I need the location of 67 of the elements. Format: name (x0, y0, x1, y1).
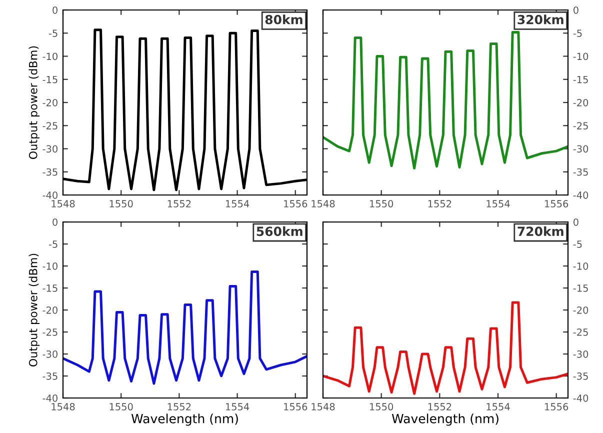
line-series (63, 270, 307, 385)
y2-tick-label: -30 (573, 350, 588, 358)
x-tick-label: 1548 (312, 403, 335, 410)
x-tick-label: 1552 (428, 403, 452, 410)
y-tick-label: -5 (48, 30, 58, 37)
y2-tick-label: -5 (573, 30, 582, 37)
y-tick-label: -30 (42, 145, 58, 153)
y-tick-label: -30 (42, 350, 58, 358)
y2-tick-label: -40 (573, 394, 588, 402)
x-tick-label: 1554 (226, 403, 250, 410)
y2-tick-label: 0 (574, 6, 578, 14)
y2-tick-label: -5 (573, 240, 582, 248)
y-tick-label: -25 (42, 122, 58, 130)
y2-tick-label: -35 (573, 168, 588, 176)
x-tick-label: 1552 (428, 200, 452, 208)
x-tick-label: 1548 (52, 403, 75, 410)
y-tick-label: 0 (52, 218, 58, 226)
x-tick-label: 1552 (168, 403, 191, 410)
x-axis-title: Wavelength (nm) (131, 414, 238, 426)
x-tick-label: 1556 (545, 403, 568, 410)
x-tick-label: 1554 (486, 403, 510, 410)
x-tick-label: 1548 (312, 200, 335, 208)
x-tick-label: 1550 (110, 200, 133, 208)
y2-tick-label: -15 (573, 76, 588, 84)
x-tick-label: 1550 (110, 403, 133, 410)
x-tick-label: 1556 (545, 200, 568, 208)
x-tick-label: 1556 (284, 403, 308, 410)
annotation: 80km (265, 14, 302, 24)
x-tick-label: 1556 (284, 200, 308, 208)
y-tick-label: -40 (42, 191, 58, 199)
y-tick-label: -20 (42, 98, 58, 106)
y2-tick-label: 0 (574, 218, 578, 226)
x-tick-label: 1550 (370, 200, 394, 208)
y-tick-label: -10 (42, 262, 58, 270)
y2-tick-label: -35 (573, 372, 588, 380)
y-tick-label: -15 (42, 76, 58, 84)
y2-tick-label: -25 (573, 122, 588, 130)
y-tick-label: -35 (42, 168, 58, 176)
line-series (323, 301, 568, 395)
y2-tick-label: -30 (573, 145, 588, 153)
y2-tick-label: -10 (573, 262, 588, 270)
y2-tick-label: -20 (573, 306, 588, 314)
y-tick-label: -20 (42, 306, 58, 314)
x-tick-label: 1550 (370, 403, 394, 410)
x-tick-label: 1554 (486, 200, 510, 208)
y2-tick-label: -10 (573, 52, 588, 60)
annotation: 320km (518, 14, 564, 24)
y-tick-label: -15 (42, 284, 58, 292)
y2-tick-label: -15 (573, 284, 588, 292)
line-series (323, 30, 568, 170)
y-axis-title: Output power (dBm) (28, 254, 40, 366)
y-tick-label: -10 (42, 52, 58, 60)
y2-tick-label: -40 (573, 191, 588, 199)
y-axis-title: Output power (dBm) (28, 46, 40, 159)
annotation: 560km (256, 226, 302, 236)
y-tick-label: -35 (42, 372, 58, 380)
y-tick-label: -40 (42, 394, 58, 402)
y-tick-label: -25 (42, 328, 58, 336)
x-tick-label: 1552 (168, 200, 191, 208)
x-axis-title: Wavelength (nm) (392, 414, 498, 426)
y-tick-label: 0 (52, 6, 58, 14)
annotation: 720km (518, 226, 564, 236)
x-tick-label: 1548 (52, 200, 75, 208)
x-tick-label: 1554 (226, 200, 250, 208)
y2-tick-label: -20 (573, 98, 588, 106)
y-tick-label: -5 (48, 240, 58, 248)
y2-tick-label: -25 (573, 328, 588, 336)
